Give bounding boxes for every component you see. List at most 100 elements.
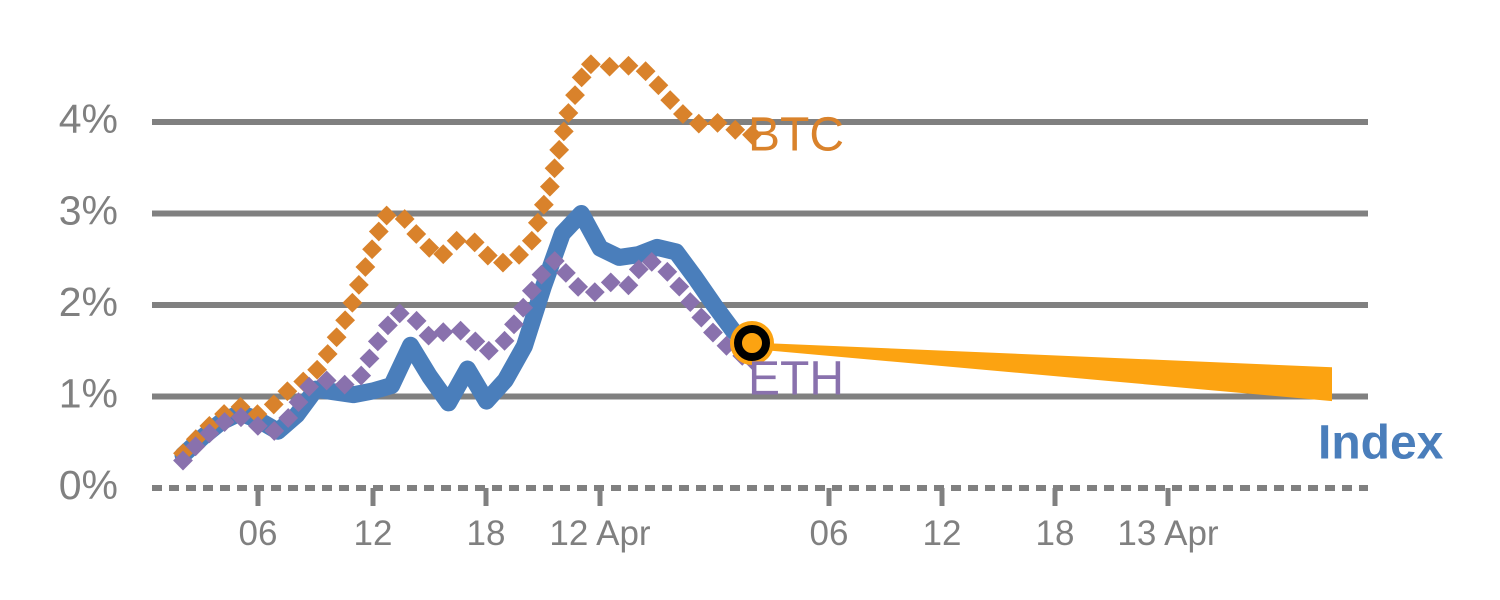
series-line-index	[174, 205, 761, 464]
y-axis-tick-label: 1%	[59, 370, 118, 416]
data-dot	[539, 176, 560, 197]
data-dot	[317, 344, 338, 364]
data-dot	[641, 252, 662, 272]
data-dot	[368, 221, 389, 242]
data-dot	[648, 75, 669, 96]
data-dot	[680, 292, 701, 312]
x-axis-tick-label: 06	[810, 514, 849, 553]
data-dot	[509, 244, 529, 265]
data-dot	[173, 450, 193, 471]
data-dot	[394, 209, 415, 229]
data-dot	[406, 310, 427, 331]
x-axis-tick-label: 18	[467, 514, 506, 553]
data-dot	[599, 56, 620, 77]
series-group	[173, 54, 762, 471]
data-dot	[568, 276, 589, 297]
data-dot	[264, 421, 285, 441]
data-dot	[278, 408, 299, 428]
data-dot	[389, 303, 410, 324]
data-dot	[185, 436, 206, 457]
y-axis-tick-label: 3%	[59, 187, 118, 233]
data-dot	[367, 331, 388, 352]
data-dot	[465, 331, 486, 352]
x-axis-tick-label: 12	[354, 514, 393, 553]
data-dot	[247, 415, 268, 436]
x-axis-tick-label: 18	[1036, 514, 1075, 553]
data-dot	[669, 276, 690, 297]
x-axis-labels-group: 06 12 18 12 Apr 06 12 18 13 Apr	[239, 514, 1219, 553]
data-dot	[307, 359, 328, 380]
data-dot	[376, 205, 397, 226]
data-dot	[521, 280, 542, 301]
data-dot	[351, 365, 372, 386]
x-axis-tick-label: 12	[923, 514, 962, 553]
data-dot	[688, 113, 709, 134]
data-dot	[334, 374, 355, 395]
data-dot	[199, 423, 220, 444]
data-dot	[521, 230, 542, 251]
data-dot	[600, 272, 621, 293]
data-dot	[214, 412, 235, 432]
series-label-btc: BTC	[748, 109, 844, 162]
data-dot	[464, 232, 485, 253]
data-dot	[288, 392, 309, 413]
data-dot	[691, 307, 712, 328]
y-axis-tick-label: 4%	[59, 96, 118, 142]
data-dot	[628, 259, 649, 280]
data-dot	[247, 404, 268, 425]
data-dot	[478, 340, 499, 361]
x-axis-tick-label: 06	[239, 514, 278, 553]
data-dot	[707, 113, 728, 133]
data-dot	[342, 292, 363, 313]
data-dot	[326, 327, 347, 348]
data-dot	[418, 325, 439, 346]
series-label-eth: ETH	[748, 353, 844, 406]
data-dot	[493, 252, 513, 273]
series-label-index: Index	[1318, 417, 1444, 470]
y-axis-tick-label: 2%	[59, 279, 118, 325]
data-dot	[544, 158, 565, 179]
data-dot	[703, 322, 723, 343]
x-axis-tick-label: 13 Apr	[1117, 514, 1219, 553]
data-dot	[419, 237, 440, 258]
marker-ring[interactable]	[734, 325, 770, 361]
y-axis-tick-label: 0%	[59, 462, 118, 508]
data-dot	[433, 322, 454, 343]
data-dot	[316, 370, 337, 391]
data-dot	[635, 61, 656, 82]
data-dot	[433, 244, 454, 265]
data-dot	[348, 274, 369, 295]
x-axis-tick-label: 12 Apr	[549, 514, 651, 553]
data-dot	[477, 245, 498, 266]
data-dot	[549, 139, 570, 160]
data-dot	[299, 376, 319, 397]
data-dot	[555, 262, 576, 283]
y-axis-labels-group: 0% 1% 2% 3% 4%	[59, 96, 118, 508]
data-dot	[355, 257, 376, 277]
data-dot	[335, 310, 356, 331]
data-dot	[277, 381, 298, 402]
data-dot	[450, 320, 471, 341]
data-dot	[660, 90, 681, 111]
data-dot	[531, 264, 552, 285]
current-value-marker[interactable]	[730, 321, 774, 365]
data-dot	[231, 407, 251, 428]
data-dot	[618, 55, 639, 76]
data-dot	[263, 394, 284, 415]
data-dot	[378, 315, 398, 336]
data-dot	[618, 275, 639, 296]
data-dot	[446, 230, 467, 251]
series-labels-group: Index BTC ETH	[748, 109, 1444, 470]
data-dot	[657, 261, 678, 282]
forecast-band	[752, 342, 1332, 402]
x-axis-ticks-group	[255, 488, 1171, 506]
data-dot	[504, 314, 524, 335]
data-dot	[494, 330, 515, 351]
data-dot	[362, 239, 382, 260]
data-dot	[565, 85, 585, 106]
index-forecast-band	[752, 342, 1332, 402]
data-dot	[359, 348, 380, 369]
data-dot	[406, 224, 427, 244]
